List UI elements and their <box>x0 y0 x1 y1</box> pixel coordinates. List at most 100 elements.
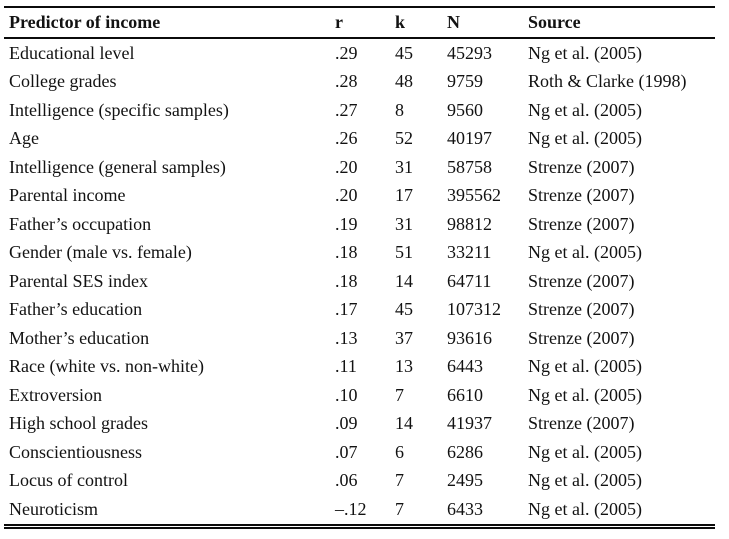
cell-r: .20 <box>335 185 358 206</box>
cell-source: Roth & Clarke (1998) <box>528 71 687 92</box>
cell-k: 45 <box>395 42 413 63</box>
cell-k: 17 <box>395 185 413 206</box>
table-row: Extroversion .10 7 6610 Ng et al. (2005) <box>4 381 715 410</box>
cell-source: Strenze (2007) <box>528 185 635 206</box>
cell-k: 31 <box>395 213 413 234</box>
cell-predictor: Gender (male vs. female) <box>9 242 192 263</box>
cell-predictor: High school grades <box>9 413 148 434</box>
cell-source: Ng et al. (2005) <box>528 498 642 519</box>
cell-r: .10 <box>335 384 358 405</box>
cell-predictor: College grades <box>9 71 117 92</box>
cell-k: 14 <box>395 413 413 434</box>
income-predictors-table: Predictor of income r k N Source Educati… <box>4 8 715 524</box>
table-row: Parental SES index .18 14 64711 Strenze (200… <box>4 267 715 296</box>
cell-n: 40197 <box>447 128 492 149</box>
table-header: Predictor of income r k N Source <box>4 8 715 39</box>
table-row: Neuroticism –.12 7 6433 Ng et al. (2005) <box>4 495 715 524</box>
cell-r: .29 <box>335 42 358 63</box>
table-row: High school grades .09 14 41937 Strenze (200… <box>4 410 715 439</box>
cell-predictor: Father’s education <box>9 299 143 320</box>
table-body: Educational level .29 45 45293 Ng et al. (20… <box>4 38 715 524</box>
cell-n: 9560 <box>447 99 483 120</box>
cell-r: –.12 <box>335 498 367 519</box>
cell-k: 31 <box>395 156 413 177</box>
column-header-n: N <box>446 8 527 39</box>
cell-source: Ng et al. (2005) <box>528 42 642 63</box>
cell-predictor: Neuroticism <box>9 498 98 519</box>
table-row: Father’s education .17 45 107312 Strenze (20… <box>4 296 715 325</box>
cell-source: Strenze (2007) <box>528 327 635 348</box>
cell-r: .09 <box>335 413 358 434</box>
cell-k: 37 <box>395 327 413 348</box>
cell-k: 13 <box>395 356 413 377</box>
cell-k: 6 <box>395 441 404 462</box>
cell-predictor: Parental SES index <box>9 270 148 291</box>
cell-n: 6286 <box>447 441 483 462</box>
cell-r: .27 <box>335 99 358 120</box>
cell-source: Strenze (2007) <box>528 299 635 320</box>
cell-n: 64711 <box>447 270 492 291</box>
table-row: College grades .28 48 9759 Roth & Clarke (19… <box>4 68 715 97</box>
cell-k: 7 <box>395 498 404 519</box>
table-row: Mother’s education .13 37 93616 Strenze (200… <box>4 324 715 353</box>
table-row: Intelligence (general samples) .20 31 58758… <box>4 153 715 182</box>
cell-k: 52 <box>395 128 413 149</box>
cell-k: 45 <box>395 299 413 320</box>
table-row: Educational level .29 45 45293 Ng et al. (20… <box>4 38 715 68</box>
cell-k: 7 <box>395 384 404 405</box>
cell-r: .18 <box>335 242 358 263</box>
cell-k: 48 <box>395 71 413 92</box>
cell-r: .11 <box>335 356 357 377</box>
cell-r: .07 <box>335 441 358 462</box>
cell-n: 93616 <box>447 327 492 348</box>
table-row: Conscientiousness .07 6 6286 Ng et al. (2005… <box>4 438 715 467</box>
cell-predictor: Intelligence (general samples) <box>9 156 226 177</box>
cell-r: .20 <box>335 156 358 177</box>
cell-r: .13 <box>335 327 358 348</box>
table-row: Intelligence (specific samples) .27 8 9560 N… <box>4 96 715 125</box>
table-row: Parental income .20 17 395562 Strenze (2007) <box>4 182 715 211</box>
cell-n: 58758 <box>447 156 492 177</box>
cell-predictor: Extroversion <box>9 384 102 405</box>
cell-predictor: Father’s occupation <box>9 213 152 234</box>
cell-k: 14 <box>395 270 413 291</box>
cell-r: .17 <box>335 299 358 320</box>
cell-n: 6610 <box>447 384 483 405</box>
cell-n: 98812 <box>447 213 492 234</box>
cell-n: 2495 <box>447 470 483 491</box>
cell-source: Ng et al. (2005) <box>528 242 642 263</box>
cell-r: .28 <box>335 71 358 92</box>
cell-k: 8 <box>395 99 404 120</box>
table-row: Locus of control .06 7 2495 Ng et al. (2005) <box>4 467 715 496</box>
table-row: Father’s occupation .19 31 98812 Strenze (20… <box>4 210 715 239</box>
cell-r: .18 <box>335 270 358 291</box>
cell-predictor: Age <box>9 128 39 149</box>
cell-r: .26 <box>335 128 358 149</box>
cell-source: Strenze (2007) <box>528 156 635 177</box>
cell-predictor: Parental income <box>9 185 126 206</box>
table-row: Age .26 52 40197 Ng et al. (2005) <box>4 125 715 154</box>
cell-source: Ng et al. (2005) <box>528 99 642 120</box>
cell-predictor: Intelligence (specific samples) <box>9 99 229 120</box>
cell-n: 6443 <box>447 356 483 377</box>
cell-n: 395562 <box>447 185 501 206</box>
header-row: Predictor of income r k N Source <box>4 8 715 39</box>
column-header-predictor: Predictor of income <box>4 8 330 39</box>
income-table-container: Predictor of income r k N Source Educati… <box>4 6 715 529</box>
cell-predictor: Educational level <box>9 42 135 63</box>
cell-n: 45293 <box>447 42 492 63</box>
cell-k: 51 <box>395 242 413 263</box>
cell-predictor: Conscientiousness <box>9 441 142 462</box>
cell-source: Ng et al. (2005) <box>528 128 642 149</box>
cell-predictor: Race (white vs. non-white) <box>9 356 204 377</box>
cell-n: 107312 <box>447 299 501 320</box>
cell-n: 41937 <box>447 413 492 434</box>
cell-source: Ng et al. (2005) <box>528 441 642 462</box>
cell-source: Ng et al. (2005) <box>528 356 642 377</box>
cell-predictor: Locus of control <box>9 470 128 491</box>
cell-predictor: Mother’s education <box>9 327 150 348</box>
column-header-source: Source <box>527 8 715 39</box>
cell-source: Ng et al. (2005) <box>528 470 642 491</box>
column-header-r: r <box>330 8 395 39</box>
